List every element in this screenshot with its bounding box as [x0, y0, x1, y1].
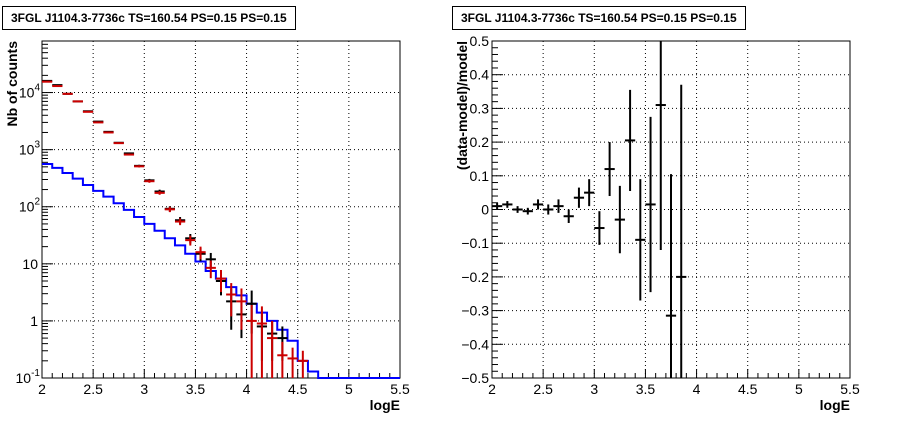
left-y-tick-label: 104 [19, 83, 41, 101]
right-plot-title: 3FGL J1104.3-7736c TS=160.54 PS=0.15 PS=… [452, 6, 746, 30]
left-x-tick-label: 3.5 [186, 381, 206, 397]
right-y-tick-label: 0.3 [470, 100, 490, 116]
left-plot: 2 2.5 3 3.5 4 4.5 5 5.5 10-1 1 10 102 103 104 logE Nb o… [4, 40, 410, 413]
left-x-tick-label: 4.5 [288, 381, 308, 397]
right-x-tick-label: 2.5 [533, 381, 553, 397]
right-x-axis-title: logE [820, 397, 850, 413]
right-x-tick-label: 3.5 [636, 381, 656, 397]
left-y-tick-label: 103 [19, 140, 41, 158]
right-x-tick-label: 3 [590, 381, 598, 397]
left-x-tick-label: 5.5 [390, 381, 410, 397]
left-y-tick-label: 102 [19, 197, 41, 215]
left-series-0-step-line [42, 163, 400, 379]
left-x-tick-label: 2.5 [83, 381, 103, 397]
left-x-tick-label: 4 [243, 381, 251, 397]
left-y-tick-label: 10 [22, 256, 38, 272]
right-x-tick-label: 2 [488, 381, 496, 397]
right-y-tick-label: 0.1 [470, 168, 490, 184]
right-y-tick-label: −0.4 [461, 336, 489, 352]
right-x-tick-label: 4 [693, 381, 701, 397]
right-x-tick-label: 5.5 [840, 381, 860, 397]
left-y-axis-title: Nb of counts [4, 41, 20, 127]
right-y-tick-label: 0.4 [470, 67, 490, 83]
left-y-tick-label: 10-1 [16, 368, 41, 386]
right-plot: 2 2.5 3 3.5 4 4.5 5 5.5 −0.5 −0.4 −0.3 −0.2 −0.1 0 0.1… [454, 33, 860, 413]
right-y-tick-label: −0.1 [461, 235, 489, 251]
right-y-tick-label: 0.2 [470, 134, 490, 150]
left-plot-title: 3FGL J1104.3-7736c TS=160.54 PS=0.15 PS=… [2, 6, 296, 30]
right-y-tick-label: −0.2 [461, 269, 489, 285]
right-y-axis-title: (data-model)/model [454, 41, 470, 170]
left-x-tick-label: 2 [38, 381, 46, 397]
right-y-tick-label: −0.5 [461, 370, 489, 386]
left-frame [41, 40, 401, 379]
right-x-tick-label: 4.5 [738, 381, 758, 397]
left-x-tick-label: 3 [140, 381, 148, 397]
left-y-tick-label: 1 [30, 313, 38, 329]
right-y-tick-label: 0.5 [470, 33, 490, 49]
right-y-tick-label: 0 [481, 202, 489, 218]
left-x-axis-title: logE [370, 397, 400, 413]
right-y-tick-label: −0.3 [461, 303, 489, 319]
left-x-tick-label: 5 [345, 381, 353, 397]
right-x-tick-label: 5 [795, 381, 803, 397]
